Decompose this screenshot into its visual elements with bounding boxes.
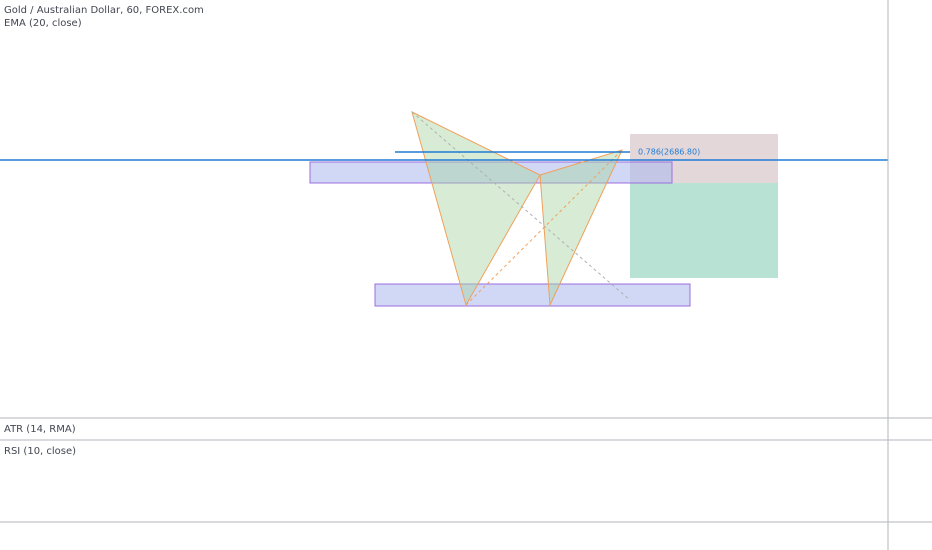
symbol-title: Gold / Australian Dollar, 60, FOREX.com [4,5,204,16]
rsi-legend: RSI (10, close) [4,446,76,457]
ema-legend: EMA (20, close) [4,18,82,29]
atr-legend: ATR (14, RMA) [4,424,76,435]
zone-rectangle [309,161,673,184]
target-zone [630,183,778,278]
drawings [0,111,888,307]
zone-rectangle [374,283,691,307]
pattern-bcd [539,149,623,307]
dashed-line [465,149,623,306]
fib-annotation: 0.786(2686.80) [638,148,700,157]
